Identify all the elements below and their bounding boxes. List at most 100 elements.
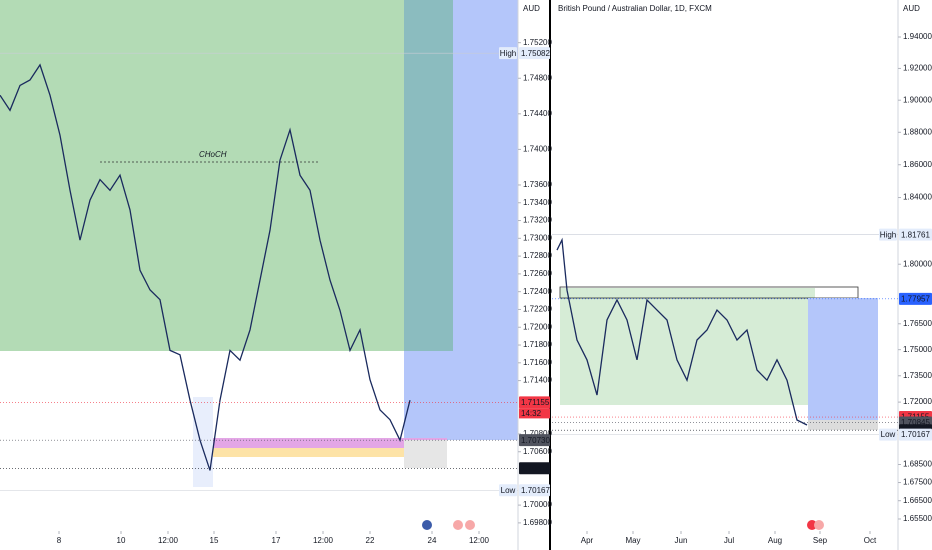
position-zone [808,298,878,420]
order-block [213,438,447,448]
tag-label: Low [501,486,516,495]
price-badge [519,47,550,60]
y-tick-label: 1.72600 [523,269,552,278]
price-badge [899,428,932,441]
price-badge-label: 1.70414 [521,464,550,473]
tag-label: High [500,49,516,58]
y-tick-label: 1.69800 [523,518,552,527]
y-tick-label: 1.75000 [903,345,932,354]
y-tick-label: 1.68500 [903,460,932,469]
tag-label: Low [881,430,896,439]
axis-unit: AUD [523,4,540,13]
price-badge [899,292,932,305]
price-badge-label: 1.75082 [521,49,550,58]
y-tick-label: 1.65500 [903,514,932,523]
x-tick-label: 24 [428,536,437,545]
price-line [556,237,808,426]
y-tick-label: 1.73000 [523,233,552,242]
y-tick-label: 1.72000 [523,322,552,331]
x-tick-label: 12:00 [158,536,179,545]
y-tick-label: 1.73400 [523,198,552,207]
x-tick-label: Oct [864,536,877,545]
y-tick-label: 1.72800 [523,251,552,260]
stop-zone [404,440,447,468]
tag-label: High [880,230,896,239]
x-tick-label: 10 [117,536,126,545]
x-tick-label: 15 [210,536,219,545]
range-box [560,288,815,405]
y-tick-label: 1.72000 [903,397,932,406]
y-tick-label: 1.73600 [523,180,552,189]
y-tick-label: 1.73200 [523,216,552,225]
price-badge [519,484,550,497]
y-tick-label: 1.71600 [523,358,552,367]
event-icon[interactable] [814,520,824,530]
price-badge [899,228,932,241]
y-tick-label: 1.71400 [523,376,552,385]
y-tick-label: 1.94000 [903,32,932,41]
y-tick-label: 1.72400 [523,287,552,296]
symbol-title: British Pound / Australian Dollar, 1D, F… [558,4,712,13]
x-tick-label: Apr [581,536,594,545]
price-badge-label: 1.77957 [901,294,930,303]
y-tick-label: 1.92000 [903,64,932,73]
y-tick-label: 1.74000 [523,145,552,154]
price-badge-label: 1.70845 [901,418,930,427]
profit-zone [0,0,453,351]
y-tick-label: 1.80000 [903,259,932,268]
event-icon[interactable] [422,520,432,530]
y-tick-label: 1.66500 [903,496,932,505]
price-line [0,63,411,471]
range-zone [193,397,213,487]
y-tick-label: 1.72200 [523,305,552,314]
y-tick-label: 1.88000 [903,127,932,136]
event-icon[interactable] [465,520,475,530]
tag-badge [499,47,517,60]
timer-label: 14:32 [521,409,542,418]
timer-badge [519,408,550,419]
price-badge [519,396,550,409]
y-tick-label: 1.74800 [523,73,552,82]
x-tick-label: 8 [57,536,62,545]
x-tick-label: Jun [675,536,688,545]
price-badge [519,434,550,447]
x-tick-label: 17 [272,536,281,545]
y-tick-label: 1.76500 [903,319,932,328]
x-tick-label: 22 [366,536,375,545]
overlap-zone [404,0,453,351]
y-tick-label: 1.73500 [903,371,932,380]
x-tick-label: 12:00 [313,536,334,545]
x-tick-label: Jul [724,536,734,545]
x-tick-label: Sep [813,536,828,545]
event-icon[interactable] [453,520,463,530]
tag-badge [879,228,897,241]
axis-unit: AUD [903,4,920,13]
stop-zone [808,420,878,430]
price-badge-label: 1.71155 [521,398,550,407]
x-tick-label: 12:00 [469,536,490,545]
x-tick-label: Aug [768,536,782,545]
fvg-zone [213,448,447,457]
y-tick-label: 1.71800 [523,340,552,349]
price-badge-label: 1.81761 [901,230,930,239]
y-tick-label: 1.70800 [523,429,552,438]
range-top [559,286,859,299]
price-badge-label: 1.70167 [901,430,930,439]
y-tick-label: 1.70000 [523,500,552,509]
y-tick-label: 1.90000 [903,95,932,104]
y-tick-label: 1.84000 [903,193,932,202]
price-badge-label: 1.70730 [521,436,550,445]
tag-badge [499,484,517,497]
price-badge-label: 1.70167 [521,486,550,495]
y-tick-label: 1.86000 [903,160,932,169]
annotation: CHoCH [199,150,227,159]
y-tick-label: 1.75200 [523,38,552,47]
y-tick-label: 1.74400 [523,109,552,118]
tag-badge [879,428,897,441]
y-tick-label: 1.70600 [523,447,552,456]
event-icon[interactable] [807,520,817,530]
x-tick-label: May [625,536,640,545]
y-tick-label: 1.67500 [903,478,932,487]
price-badge [519,462,550,475]
